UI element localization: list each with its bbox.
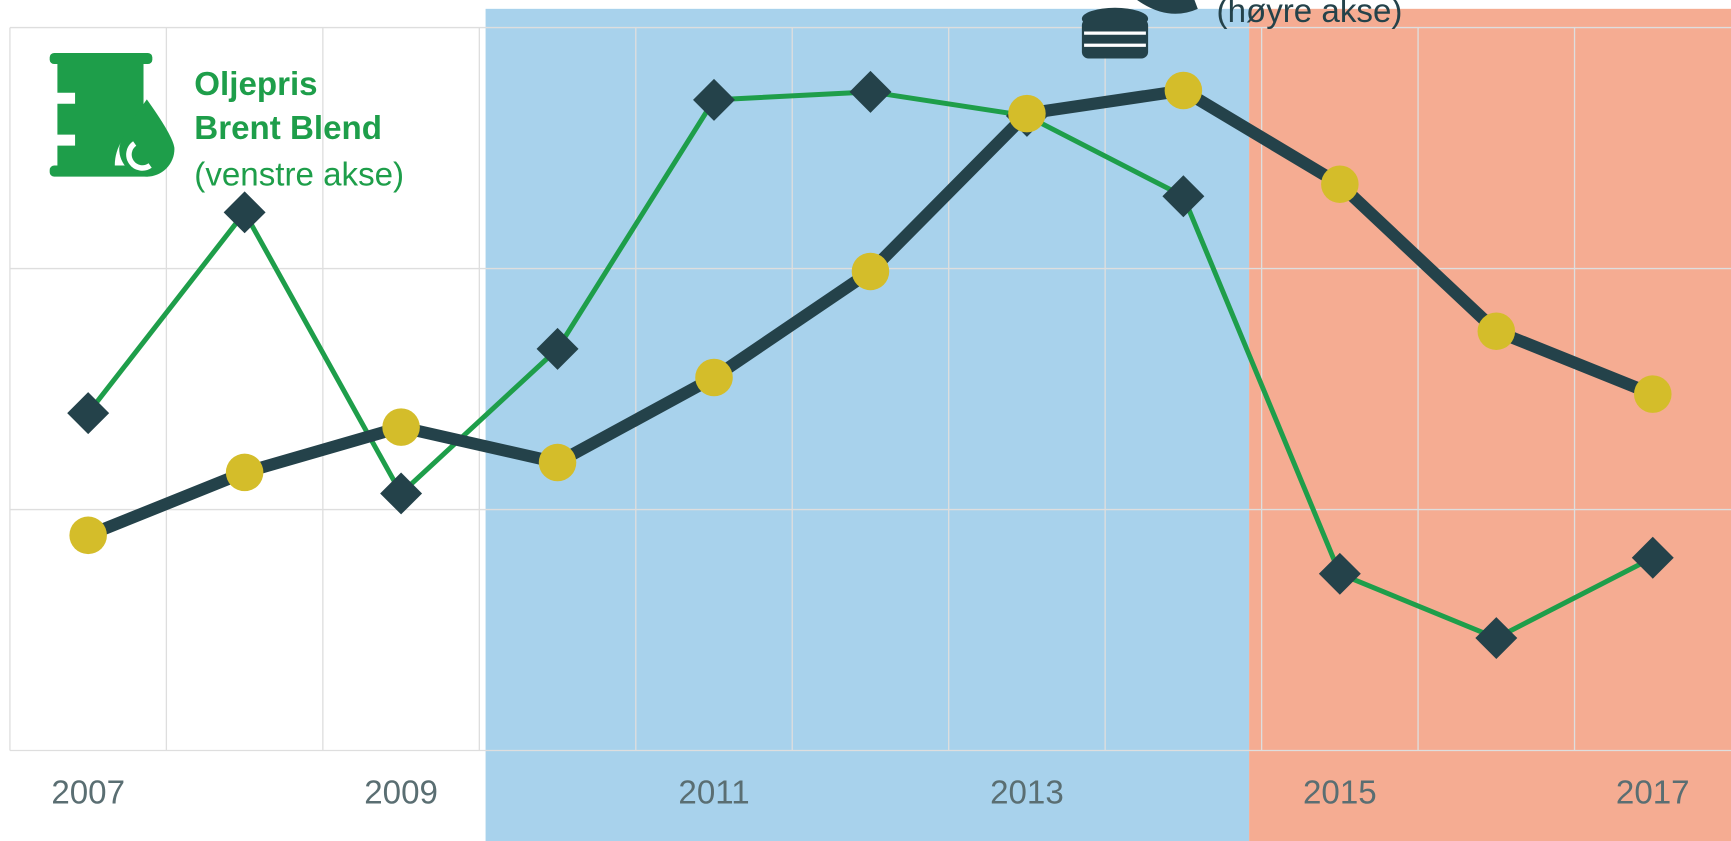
point — [225, 453, 264, 492]
point — [1321, 165, 1359, 203]
oil-icon — [49, 52, 175, 177]
point — [67, 392, 110, 435]
point — [382, 408, 420, 446]
legend-label: Brent Blend — [194, 110, 382, 147]
coin-icon — [1081, 0, 1198, 59]
legend-label: Oljepris — [194, 66, 317, 103]
x-tick-label: 2017 — [1616, 774, 1690, 811]
background — [485, 8, 1731, 841]
point — [1477, 312, 1516, 350]
point — [1634, 375, 1672, 413]
point — [69, 516, 107, 555]
legend-label: (høyre akse) — [1217, 0, 1403, 30]
point — [538, 443, 577, 482]
x-tick-label: 2015 — [1303, 774, 1377, 811]
x-tick-label: 2011 — [678, 774, 749, 811]
x-tick-label: 2007 — [51, 774, 125, 811]
point — [536, 327, 579, 370]
shaded-period — [485, 8, 1250, 841]
point — [695, 358, 733, 397]
point — [1164, 71, 1203, 110]
point — [1008, 94, 1046, 133]
point — [851, 252, 890, 291]
point — [849, 70, 892, 113]
shaded-period — [1249, 8, 1731, 841]
point — [1318, 552, 1361, 595]
x-tick-label: 2009 — [364, 774, 438, 811]
point — [223, 191, 266, 234]
plot: 2007 2009 2011 2013 2015 2017 — [51, 70, 1690, 811]
legend-label: (venstre akse) — [194, 156, 404, 193]
point — [1162, 175, 1205, 218]
point — [693, 78, 735, 121]
point — [1631, 536, 1674, 579]
x-tick-label: 2013 — [990, 774, 1064, 811]
